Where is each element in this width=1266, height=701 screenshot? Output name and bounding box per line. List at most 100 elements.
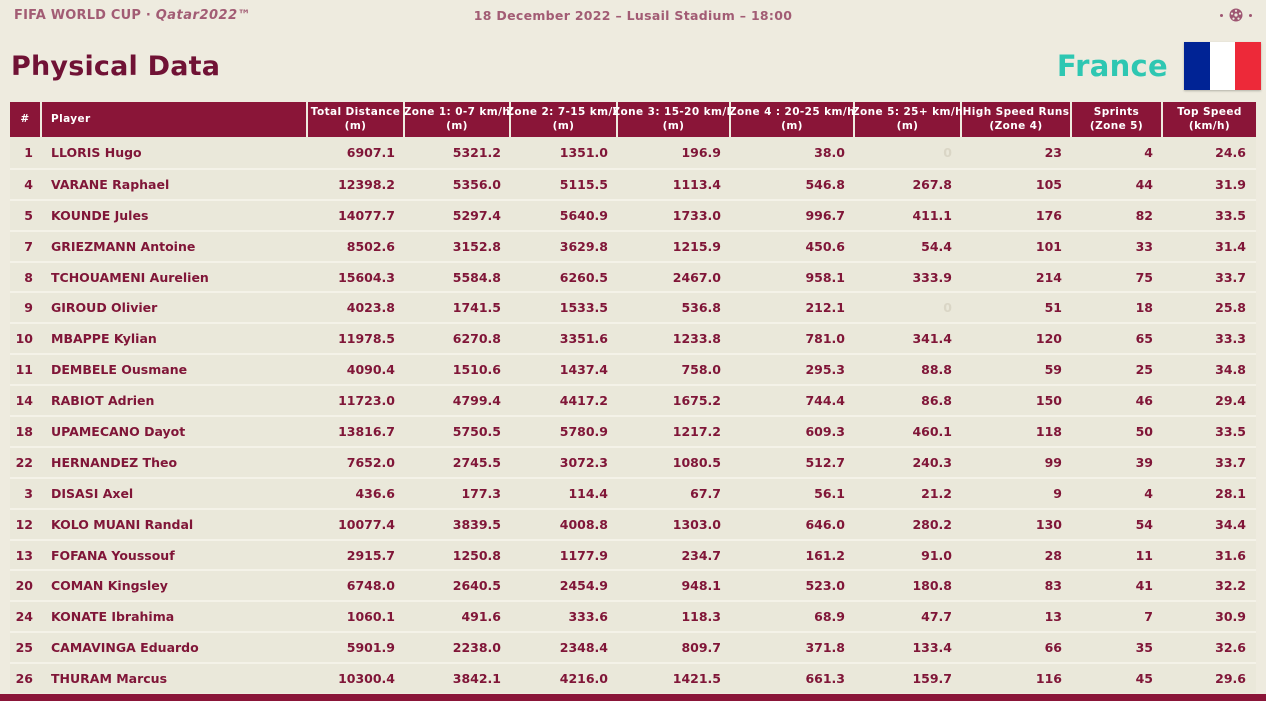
cell-zone-3-15-20-km-h: 234.7 — [681, 547, 721, 563]
cell-zone-1-0-7-km-h: 5750.5 — [452, 423, 501, 439]
cell-zone-1-0-7-km-h: 3839.5 — [452, 516, 501, 532]
cell-zone-4-20-25-km-h: 523.0 — [805, 578, 845, 594]
table-row: 22 HERNANDEZ Theo 7652.0 2745.5 3072.3 1080.5… — [10, 445, 1256, 477]
cell-total-distance: 13816.7 — [338, 423, 395, 439]
player-name: GIROUD Olivier — [51, 300, 158, 316]
cell-sprints: 46 — [1135, 393, 1153, 409]
cell-high-speed-runs: 176 — [1035, 207, 1062, 223]
column-header-total-distance: Total Distance (m) — [308, 102, 405, 137]
cell-top-speed: 34.4 — [1215, 516, 1246, 532]
cell-zone-1-0-7-km-h: 3842.1 — [452, 671, 501, 687]
cell-sprints: 25 — [1135, 362, 1153, 378]
cell-total-distance: 14077.7 — [338, 207, 395, 223]
player-name: LLORIS Hugo — [51, 144, 142, 160]
table-row: 3 DISASI Axel 436.6 177.3 114.4 67.7 56.1 21.2 9… — [10, 476, 1256, 508]
table-row: 12 KOLO MUANI Randal 10077.4 3839.5 4008.8 13… — [10, 507, 1256, 539]
cell-zone-5-25-km-h: 460.1 — [912, 423, 952, 439]
cell-zone-1-0-7-km-h: 1741.5 — [452, 300, 501, 316]
cell-sprints: 41 — [1135, 578, 1153, 594]
cell-zone-2-7-15-km-h: 333.6 — [568, 609, 608, 625]
player-number: 24 — [15, 609, 33, 625]
cell-zone-2-7-15-km-h: 3351.6 — [559, 331, 608, 347]
cell-total-distance: 4090.4 — [346, 362, 395, 378]
player-number: 3 — [24, 485, 33, 501]
team-name: France — [1056, 49, 1168, 83]
cell-zone-2-7-15-km-h: 2348.4 — [559, 640, 608, 656]
cell-high-speed-runs: 118 — [1035, 423, 1062, 439]
player-name: DISASI Axel — [51, 485, 134, 501]
cell-high-speed-runs: 83 — [1044, 578, 1062, 594]
cell-total-distance: 7652.0 — [346, 454, 395, 470]
table-row: 18 UPAMECANO Dayot 13816.7 5750.5 5780.9 1217… — [10, 415, 1256, 446]
column-header-zone-4-20-25-km-h: Zone 4 : 20-25 km/h (m) — [729, 102, 855, 137]
player-name: KONATE Ibrahima — [51, 609, 175, 625]
cell-total-distance: 12398.2 — [338, 176, 395, 192]
player-name: VARANE Raphael — [51, 176, 170, 192]
cell-top-speed: 33.3 — [1215, 331, 1246, 347]
cell-sprints: 75 — [1135, 269, 1153, 285]
cell-high-speed-runs: 130 — [1035, 516, 1062, 532]
cell-zone-1-0-7-km-h: 6270.8 — [452, 331, 501, 347]
cell-zone-2-7-15-km-h: 5780.9 — [559, 423, 608, 439]
cell-sprints: 11 — [1135, 547, 1153, 563]
cell-zone-1-0-7-km-h: 5584.8 — [452, 269, 501, 285]
table-row: 26 THURAM Marcus 10300.4 3842.1 4216.0 1421.5… — [10, 662, 1256, 694]
cell-sprints: 54 — [1135, 516, 1153, 532]
cell-top-speed: 24.6 — [1215, 144, 1246, 160]
table-row: 5 KOUNDE Jules 14077.7 5297.4 5640.9 1733.0 99… — [10, 198, 1256, 230]
player-number: 26 — [15, 671, 33, 687]
player-number: 5 — [24, 207, 33, 223]
table-row: 1 LLORIS Hugo 6907.1 5321.2 1351.0 196.9 38.0 0… — [10, 137, 1256, 168]
cell-zone-5-25-km-h: 341.4 — [912, 331, 952, 347]
cell-zone-5-25-km-h: 86.8 — [921, 393, 952, 409]
cell-zone-2-7-15-km-h: 1533.5 — [559, 300, 608, 316]
cell-zone-5-25-km-h: 0 — [943, 300, 952, 316]
cell-zone-5-25-km-h: 180.8 — [912, 578, 952, 594]
dot-icon — [1249, 13, 1252, 17]
team-block: France — [1057, 42, 1261, 90]
cell-top-speed: 31.9 — [1215, 176, 1246, 192]
column-header-player: Player — [42, 102, 308, 137]
cell-zone-3-15-20-km-h: 1080.5 — [672, 454, 721, 470]
table-row: 20 COMAN Kingsley 6748.0 2640.5 2454.9 948.1 5… — [10, 569, 1256, 601]
cell-zone-4-20-25-km-h: 512.7 — [805, 454, 845, 470]
cell-zone-1-0-7-km-h: 491.6 — [461, 609, 501, 625]
cell-zone-4-20-25-km-h: 295.3 — [805, 362, 845, 378]
cell-zone-3-15-20-km-h: 948.1 — [681, 578, 721, 594]
cell-high-speed-runs: 13 — [1044, 609, 1062, 625]
flag-white-stripe — [1209, 42, 1236, 90]
cell-zone-3-15-20-km-h: 1733.0 — [672, 207, 721, 223]
cell-sprints: 7 — [1144, 609, 1153, 625]
cell-zone-3-15-20-km-h: 758.0 — [681, 362, 721, 378]
player-name: RABIOT Adrien — [51, 393, 155, 409]
cell-sprints: 4 — [1144, 485, 1153, 501]
cell-zone-5-25-km-h: 21.2 — [921, 485, 952, 501]
cell-total-distance: 10300.4 — [338, 671, 395, 687]
cell-zone-2-7-15-km-h: 5115.5 — [559, 176, 608, 192]
cell-zone-1-0-7-km-h: 3152.8 — [452, 238, 501, 254]
cell-top-speed: 29.6 — [1215, 671, 1246, 687]
player-name: UPAMECANO Dayot — [51, 423, 186, 439]
table-row: 14 RABIOT Adrien 11723.0 4799.4 4417.2 1675.2… — [10, 384, 1256, 416]
cell-sprints: 4 — [1144, 144, 1153, 160]
cell-high-speed-runs: 99 — [1044, 454, 1062, 470]
player-number: 1 — [24, 144, 33, 160]
cell-total-distance: 6907.1 — [346, 144, 395, 160]
cell-high-speed-runs: 214 — [1035, 269, 1062, 285]
column-header-zone-5-25-km-h: Zone 5: 25+ km/h (m) — [852, 102, 963, 137]
player-number: 4 — [24, 176, 33, 192]
cell-high-speed-runs: 23 — [1044, 144, 1062, 160]
table-body: 1 LLORIS Hugo 6907.1 5321.2 1351.0 196.9 38.0 0… — [10, 137, 1256, 694]
cell-zone-5-25-km-h: 91.0 — [921, 547, 952, 563]
table-row: 7 GRIEZMANN Antoine 8502.6 3152.8 3629.8 1215… — [10, 229, 1256, 261]
cell-zone-4-20-25-km-h: 744.4 — [805, 393, 845, 409]
cell-top-speed: 34.8 — [1215, 362, 1246, 378]
cell-zone-1-0-7-km-h: 2745.5 — [452, 454, 501, 470]
france-flag-icon — [1184, 42, 1261, 90]
player-name: HERNANDEZ Theo — [51, 454, 178, 470]
cell-total-distance: 11723.0 — [338, 393, 395, 409]
cell-zone-1-0-7-km-h: 2238.0 — [452, 640, 501, 656]
table-row: 8 TCHOUAMENI Aurelien 15604.3 5584.8 6260.5 2… — [10, 260, 1256, 292]
cell-zone-4-20-25-km-h: 609.3 — [805, 423, 845, 439]
cell-total-distance: 4023.8 — [346, 300, 395, 316]
